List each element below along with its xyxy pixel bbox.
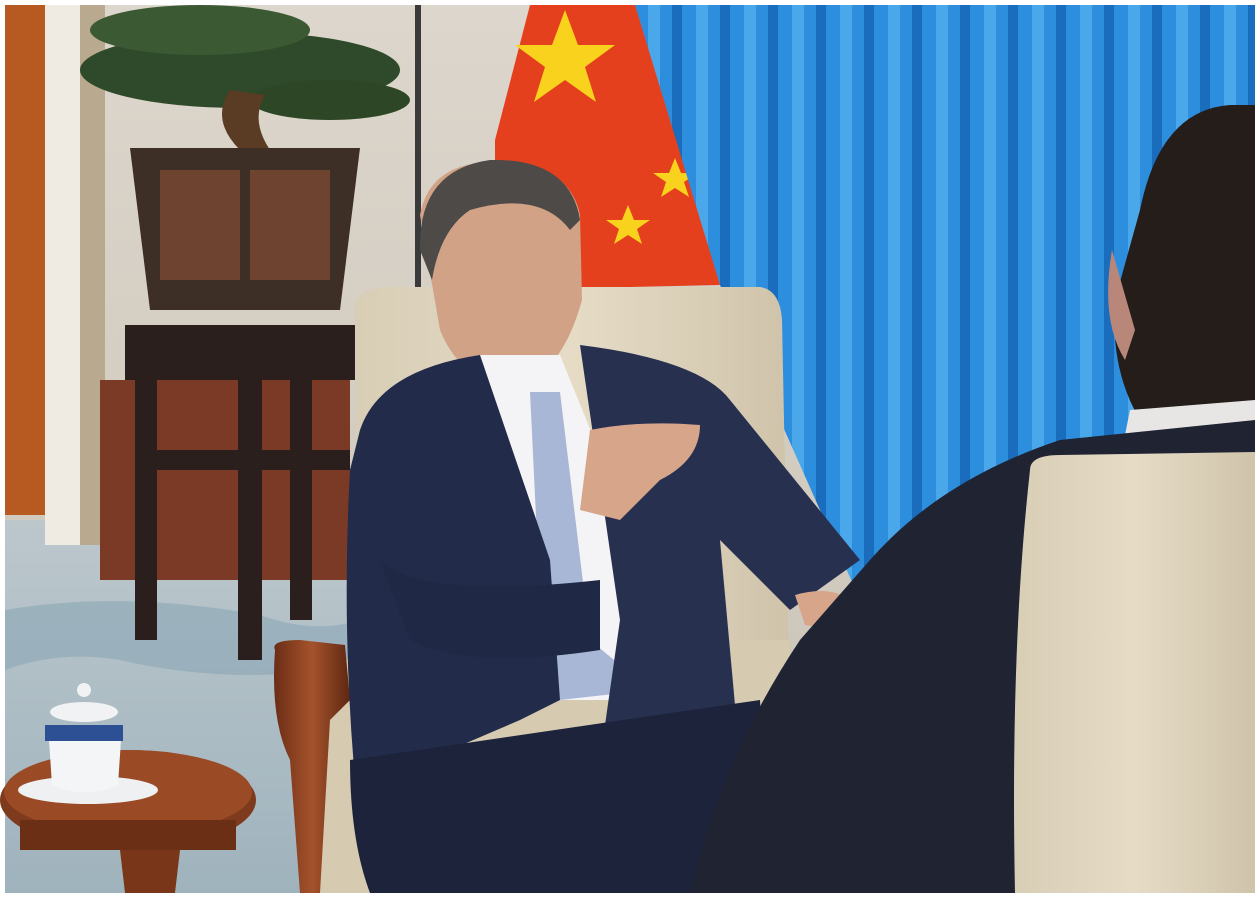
- bonsai: [80, 5, 410, 310]
- pillar: [45, 5, 80, 545]
- side-table: [0, 683, 256, 893]
- side-drape: [5, 5, 45, 515]
- light-stand: [415, 5, 421, 305]
- image-area: [0, 5, 1255, 893]
- foreground-chair: [1014, 452, 1255, 893]
- stand: [125, 325, 355, 660]
- speaker: [346, 159, 860, 893]
